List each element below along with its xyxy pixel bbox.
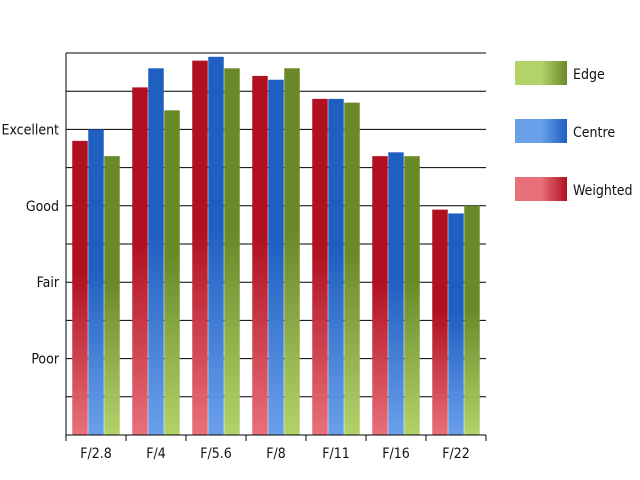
legend: Edge Centre Weighted: [515, 61, 633, 201]
y-tick-label: Excellent: [1, 122, 59, 138]
bar-edge-4: [344, 102, 360, 435]
x-tick-label: F/16: [382, 446, 410, 462]
bar-weighted-6: [432, 209, 448, 435]
x-tick-label: F/8: [266, 446, 286, 462]
bar-edge-0: [104, 156, 120, 435]
bar-edge-1: [164, 110, 180, 436]
x-tick-label: F/2.8: [80, 446, 112, 462]
label-layer: F/2.8 F/4 F/5.6 F/8 F/11 F/16 F/22 Poor Fair Good…: [1, 122, 469, 462]
bar-weighted-4: [312, 98, 328, 435]
legend-label-centre: Centre: [573, 125, 615, 141]
y-tick-label: Poor: [31, 352, 60, 368]
bar-edge-2: [224, 68, 240, 435]
y-tick-label: Fair: [37, 275, 60, 291]
bar-weighted-1: [132, 87, 148, 435]
bar-weighted-3: [252, 75, 268, 436]
bar-centre-0: [88, 129, 104, 435]
bar-weighted-0: [72, 140, 88, 436]
bar-weighted-5: [372, 156, 388, 435]
bar-centre-1: [148, 68, 164, 435]
bar-centre-4: [328, 98, 344, 435]
bar-centre-5: [388, 152, 404, 435]
legend-label-edge: Edge: [573, 67, 605, 83]
bar-centre-6: [448, 213, 464, 435]
bar-edge-3: [284, 68, 300, 435]
bar-edge-5: [404, 156, 420, 435]
bar-centre-3: [268, 79, 284, 436]
bar-weighted-2: [192, 60, 208, 435]
legend-swatch-centre: [515, 119, 567, 143]
x-tick-label: F/4: [146, 446, 166, 462]
x-tick-label: F/11: [322, 446, 350, 462]
x-tick-label: F/22: [442, 446, 470, 462]
legend-swatch-weighted: [515, 177, 567, 201]
legend-label-weighted: Weighted: [573, 183, 633, 199]
legend-swatch-edge: [515, 61, 567, 85]
bar-centre-2: [208, 56, 224, 435]
x-tick-label: F/5.6: [200, 446, 232, 462]
y-tick-label: Good: [26, 199, 59, 215]
axis-layer: [65, 53, 487, 441]
bar-layer: [72, 56, 480, 436]
bar-edge-6: [464, 205, 480, 435]
